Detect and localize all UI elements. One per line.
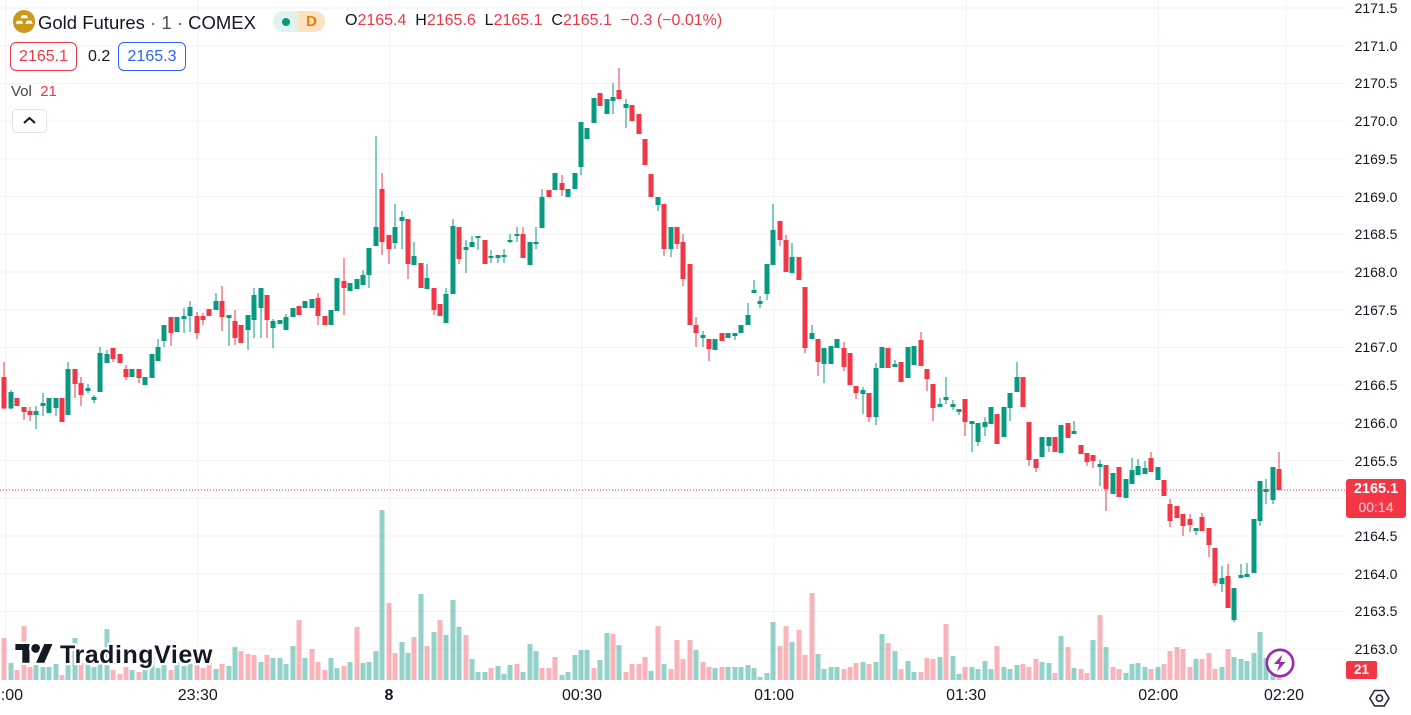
svg-text:TradingView: TradingView [60,641,213,669]
